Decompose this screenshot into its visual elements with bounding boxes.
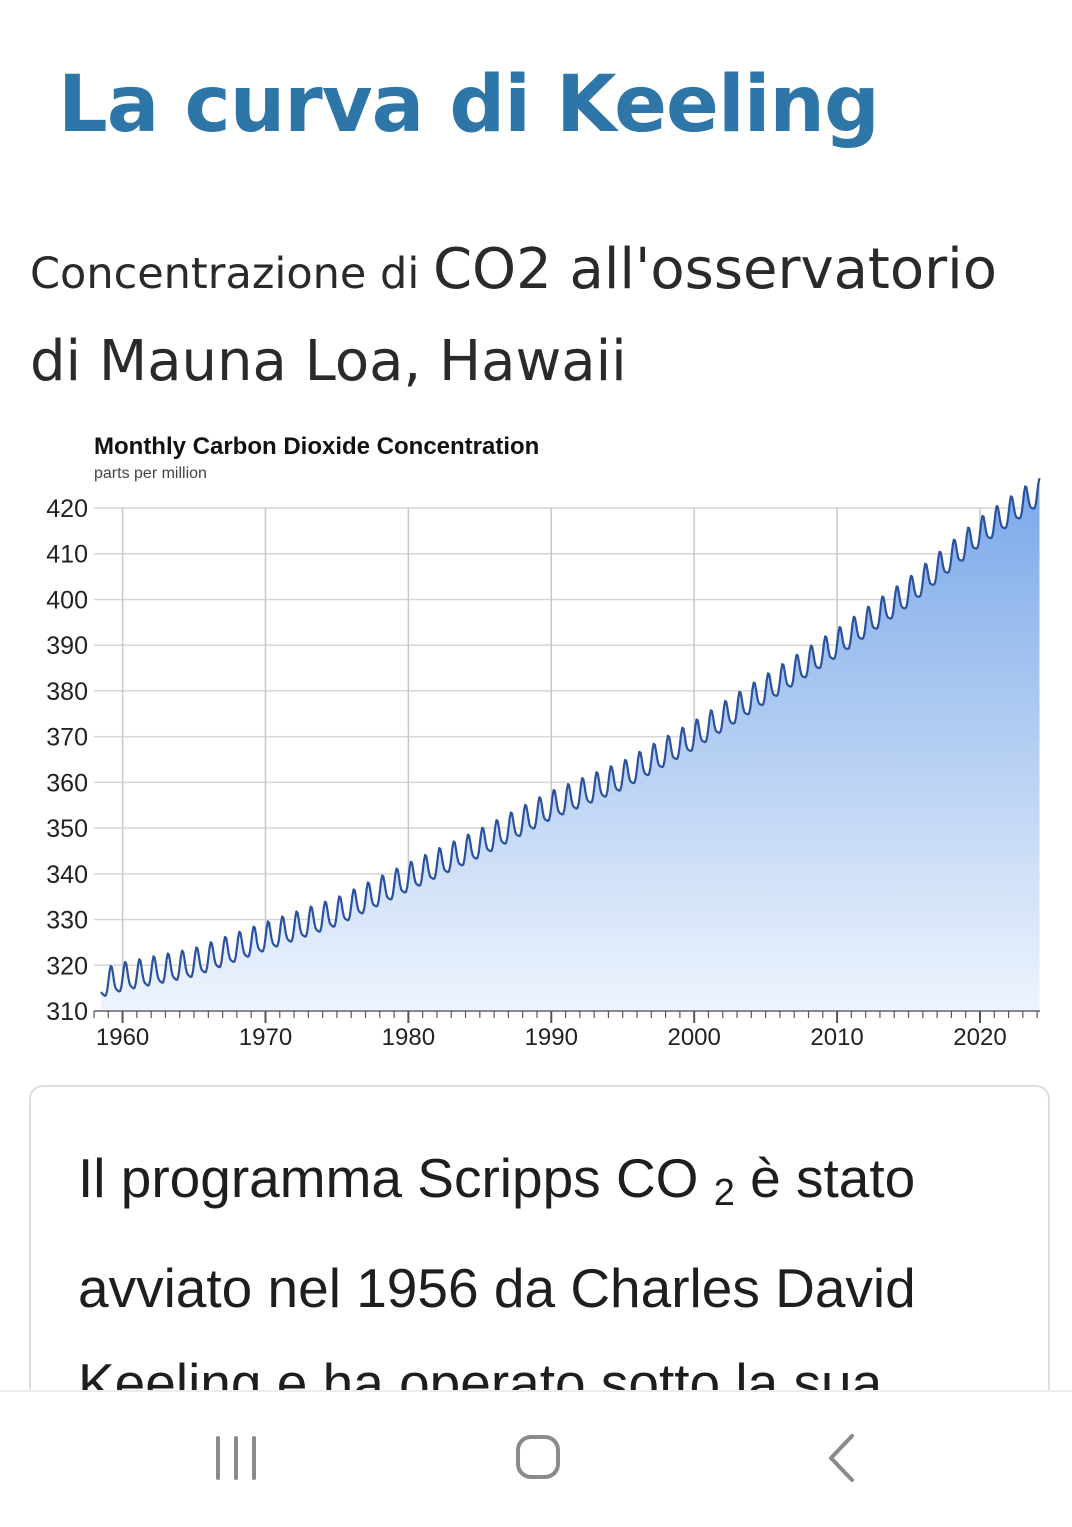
system-navigation-bar [0, 1390, 1072, 1527]
y-tick-label: 350 [46, 815, 88, 843]
subtitle-prefix: Concentrazione di [30, 249, 433, 299]
card-text-start: Il programma Scripps CO [78, 1147, 714, 1209]
home-icon [516, 1435, 560, 1479]
y-tick-label: 400 [46, 586, 88, 614]
x-tick-label: 1980 [382, 1024, 435, 1051]
co2-area-fill [101, 478, 1040, 1011]
back-button[interactable] [797, 1428, 887, 1488]
card-text-subscript: 2 [713, 1172, 735, 1214]
y-tick-label: 340 [46, 861, 88, 889]
back-icon [829, 1434, 854, 1482]
page-title: La curva di Keeling [58, 60, 880, 150]
y-tick-label: 320 [46, 952, 88, 980]
y-tick-label: 390 [46, 632, 88, 660]
recent-apps-button[interactable] [192, 1428, 282, 1488]
y-tick-label: 370 [46, 724, 88, 752]
y-tick-label: 410 [46, 541, 88, 569]
x-tick-label: 1970 [239, 1024, 292, 1051]
y-tick-label: 380 [46, 678, 88, 706]
y-tick-label: 330 [46, 907, 88, 935]
co2-chart: Monthly Carbon Dioxide Concentration par… [46, 433, 1041, 1051]
x-tick-label: 2000 [667, 1024, 720, 1051]
chart-unit-label: parts per million [94, 465, 207, 482]
chart-title: Monthly Carbon Dioxide Concentration [94, 433, 539, 460]
y-tick-label: 420 [46, 495, 88, 523]
x-tick-label: 1990 [525, 1024, 578, 1051]
y-tick-label: 360 [46, 769, 88, 797]
x-tick-label: 2010 [810, 1024, 863, 1051]
recent-apps-icon [216, 1436, 256, 1480]
card-description: Il programma Scripps CO 2 è stato avviat… [78, 1131, 1008, 1431]
page-subtitle: Concentrazione di CO2 all'osservatorio d… [30, 226, 1060, 406]
x-tick-label: 2020 [953, 1024, 1006, 1051]
y-tick-label: 310 [46, 998, 88, 1026]
subtitle-main: CO2 all'osservatorio di Mauna Loa, Hawai… [30, 237, 997, 394]
home-button[interactable] [493, 1428, 583, 1488]
x-tick-label: 1960 [96, 1024, 149, 1051]
co2-monthly-line [100, 477, 1041, 997]
